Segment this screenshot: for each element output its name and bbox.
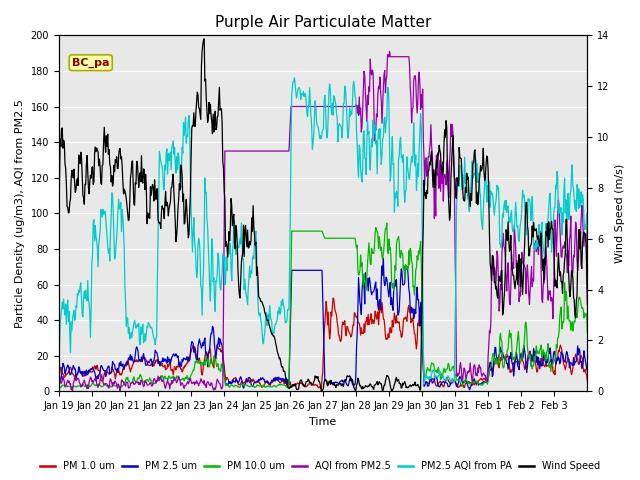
- Wind Speed: [55, 241, 63, 247]
- AQI from PM2.5: [55, 378, 63, 384]
- PM 10.0 um: [117, 384, 125, 390]
- Wind Speed: [261, 310, 269, 316]
- PM 2.5 um: [260, 376, 268, 382]
- Legend: PM 1.0 um, PM 2.5 um, PM 10.0 um, AQI from PM2.5, PM2.5 AQI from PA, Wind Speed: PM 1.0 um, PM 2.5 um, PM 10.0 um, AQI fr…: [36, 457, 604, 475]
- AQI from PM2.5: [241, 148, 249, 154]
- PM2.5 AQI from PA: [584, 245, 591, 251]
- PM 2.5 um: [240, 384, 248, 390]
- Wind Speed: [378, 385, 386, 391]
- Line: PM 10.0 um: PM 10.0 um: [59, 223, 588, 388]
- Wind Speed: [379, 388, 387, 394]
- Line: PM2.5 AQI from PA: PM2.5 AQI from PA: [59, 78, 588, 384]
- X-axis label: Time: Time: [309, 417, 337, 427]
- PM 1.0 um: [214, 344, 222, 350]
- PM 2.5 um: [55, 378, 63, 384]
- AQI from PM2.5: [386, 48, 394, 54]
- Title: Purple Air Particulate Matter: Purple Air Particulate Matter: [215, 15, 431, 30]
- PM 10.0 um: [584, 330, 591, 336]
- PM 1.0 um: [55, 374, 63, 380]
- PM2.5 AQI from PA: [214, 251, 222, 256]
- PM 1.0 um: [408, 315, 416, 321]
- PM 1.0 um: [240, 379, 248, 385]
- Line: PM 1.0 um: PM 1.0 um: [59, 298, 588, 389]
- PM 2.5 um: [117, 359, 125, 364]
- PM2.5 AQI from PA: [378, 152, 386, 158]
- PM 10.0 um: [240, 383, 248, 388]
- PM 1.0 um: [317, 386, 325, 392]
- PM 2.5 um: [466, 387, 474, 393]
- AQI from PM2.5: [584, 287, 591, 292]
- PM2.5 AQI from PA: [408, 154, 415, 159]
- PM 2.5 um: [408, 304, 415, 310]
- PM2.5 AQI from PA: [117, 200, 125, 205]
- Y-axis label: Wind Speed (m/s): Wind Speed (m/s): [615, 164, 625, 263]
- Wind Speed: [408, 383, 416, 388]
- AQI from PM2.5: [408, 106, 416, 111]
- Wind Speed: [215, 98, 223, 104]
- AQI from PM2.5: [215, 379, 223, 385]
- Line: Wind Speed: Wind Speed: [59, 39, 588, 391]
- PM 2.5 um: [584, 368, 591, 374]
- AQI from PM2.5: [378, 120, 386, 126]
- Wind Speed: [200, 36, 208, 42]
- AQI from PM2.5: [261, 148, 269, 154]
- Wind Speed: [584, 301, 591, 307]
- PM 2.5 um: [214, 341, 222, 347]
- PM 1.0 um: [329, 295, 337, 301]
- PM 10.0 um: [383, 220, 390, 226]
- PM2.5 AQI from PA: [240, 287, 248, 292]
- PM 1.0 um: [117, 371, 125, 376]
- Line: PM 2.5 um: PM 2.5 um: [59, 259, 588, 390]
- Y-axis label: Particle Density (ug/m3), AQI from PM2.5: Particle Density (ug/m3), AQI from PM2.5: [15, 99, 25, 328]
- AQI from PM2.5: [68, 388, 76, 394]
- Wind Speed: [241, 227, 249, 233]
- PM 10.0 um: [214, 361, 222, 367]
- PM2.5 AQI from PA: [420, 381, 428, 387]
- PM 10.0 um: [260, 382, 268, 388]
- PM 10.0 um: [408, 258, 415, 264]
- PM 1.0 um: [379, 308, 387, 314]
- Wind Speed: [117, 156, 125, 162]
- PM2.5 AQI from PA: [291, 75, 298, 81]
- PM 2.5 um: [378, 276, 385, 282]
- PM 1.0 um: [260, 382, 268, 387]
- Line: AQI from PM2.5: AQI from PM2.5: [59, 51, 588, 391]
- PM 1.0 um: [584, 378, 591, 384]
- PM2.5 AQI from PA: [55, 363, 63, 369]
- PM 10.0 um: [378, 244, 385, 250]
- PM 2.5 um: [380, 256, 387, 262]
- AQI from PM2.5: [118, 377, 125, 383]
- PM 10.0 um: [55, 385, 63, 391]
- Text: BC_pa: BC_pa: [72, 58, 109, 68]
- PM2.5 AQI from PA: [260, 334, 268, 339]
